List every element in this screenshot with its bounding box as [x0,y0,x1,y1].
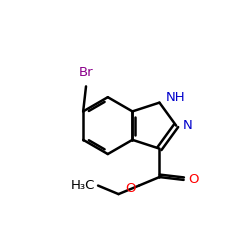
Text: NH: NH [166,91,185,104]
Text: Br: Br [79,66,93,79]
Text: O: O [125,182,135,194]
Text: O: O [188,174,199,186]
Text: N: N [183,119,193,132]
Text: H₃C: H₃C [71,179,96,192]
